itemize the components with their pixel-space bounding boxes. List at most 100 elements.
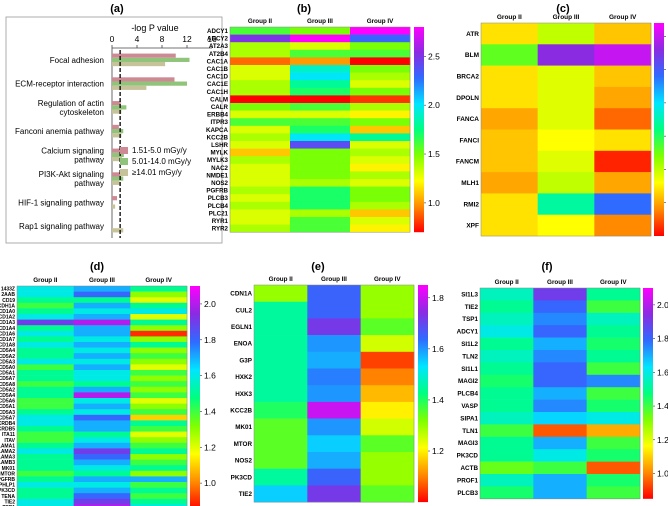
heatmap-cell	[130, 487, 188, 494]
row-label: VASP	[461, 403, 478, 410]
heatmap-frame	[480, 22, 652, 237]
heatmap-cell	[17, 493, 74, 500]
heatmap-cell	[254, 452, 308, 469]
heatmap-cell	[230, 179, 291, 187]
row-label: MLH1	[461, 180, 479, 187]
heatmap-cell	[17, 487, 74, 494]
heatmap-cell	[230, 148, 291, 157]
heatmap-cell	[73, 426, 131, 432]
row-label: CAC1E	[207, 81, 228, 88]
row-label: CD5A3	[0, 410, 15, 416]
heatmap-cell	[254, 301, 308, 319]
row-label: CD1A0	[0, 309, 15, 315]
heatmap-cell	[73, 325, 131, 332]
heatmap-cell	[290, 87, 351, 96]
heatmap-cell	[586, 300, 641, 314]
heatmap-cell	[290, 224, 351, 233]
row-label: TLN1	[462, 428, 478, 435]
row-label: ADCY2	[207, 36, 229, 43]
row-label: LAMB3	[0, 460, 15, 466]
heatmap-cell	[290, 103, 351, 111]
heatmap-cell	[17, 398, 74, 404]
heatmap-cell	[586, 362, 641, 376]
heatmap-cell	[130, 504, 188, 506]
row-label: TIE2	[465, 304, 479, 311]
heatmap-cell	[586, 399, 641, 413]
x-tick-label: 4	[135, 34, 140, 44]
heatmap-cell	[481, 193, 538, 215]
bar	[112, 176, 124, 181]
heatmap-cell	[17, 314, 74, 320]
colorbar-tick-label: 1.4	[432, 395, 444, 405]
heatmap-frame	[479, 287, 641, 500]
heatmap-cell	[73, 330, 131, 337]
bar	[112, 81, 187, 86]
heatmap-cell	[307, 435, 361, 453]
heatmap-cell	[480, 325, 534, 338]
row-label: SI1L2	[461, 341, 478, 348]
heatmap-cell	[17, 286, 74, 292]
heatmap-cell	[230, 65, 291, 73]
heatmap-cell	[290, 125, 351, 134]
row-label: CD1A4	[0, 326, 15, 332]
heatmap-cell	[290, 209, 351, 218]
heatmap-cell	[480, 399, 534, 413]
heatmap-cell	[533, 474, 587, 487]
row-label: TENA	[1, 494, 15, 500]
row-label: ADCY1	[457, 329, 479, 336]
heatmap-cell	[350, 110, 411, 119]
heatmap-cell	[290, 141, 351, 149]
heatmap-cell	[230, 87, 291, 96]
heatmap-cell	[533, 312, 587, 326]
heatmap-cell	[290, 27, 351, 35]
bar	[112, 61, 166, 67]
row-label: PGFRB	[0, 477, 15, 483]
row-label: CD5A4	[0, 348, 15, 354]
heatmap-cell	[130, 381, 188, 388]
panel-label-c: (c)	[556, 3, 570, 15]
row-label: CD1A8	[0, 343, 15, 349]
heatmap-cell	[17, 342, 74, 348]
row-label: PLCB3	[208, 195, 229, 202]
heatmap-cell	[230, 163, 291, 172]
column-label: Group III	[321, 276, 347, 283]
heatmap-cell	[73, 409, 131, 416]
row-label: ATR	[466, 31, 479, 38]
heatmap-cell	[537, 172, 595, 194]
heatmap-cell	[17, 498, 74, 505]
row-label: CRDB5	[0, 427, 15, 433]
row-label: FANCA	[457, 116, 480, 123]
row-label: XPF	[466, 223, 479, 230]
heatmap-cell	[537, 214, 595, 237]
row-label: NAC2	[211, 165, 228, 172]
heatmap-cell	[533, 424, 587, 438]
heatmap-cell	[130, 426, 188, 432]
heatmap-cell	[350, 27, 411, 35]
heatmap-cell	[17, 470, 74, 477]
heatmap-cell	[307, 351, 361, 369]
heatmap-cell	[537, 65, 595, 88]
row-label: SIPA1	[460, 415, 478, 422]
row-label: RYR1	[212, 218, 229, 225]
heatmap-cell	[254, 351, 308, 369]
heatmap-cell	[307, 285, 361, 302]
heatmap-cell	[17, 409, 74, 416]
heatmap-cell	[17, 414, 74, 421]
bar	[112, 105, 127, 110]
category-label: Calcium signaling pathway	[41, 146, 104, 164]
heatmap-cell	[290, 148, 351, 157]
heatmap-cell	[350, 201, 411, 210]
heatmap-cell	[130, 353, 188, 360]
row-label: CD5A1	[0, 371, 15, 377]
heatmap-cell	[230, 141, 291, 149]
colorbar-tick-label: 1.5	[428, 149, 440, 159]
row-label: MAGI3	[458, 440, 478, 447]
heatmap-cell	[130, 470, 188, 477]
heatmap-cell	[586, 288, 641, 301]
heatmap-cell	[130, 330, 188, 337]
row-label: MK01	[235, 424, 252, 431]
row-label: CD5A3	[0, 359, 15, 365]
row-label: RMI2	[463, 201, 479, 208]
heatmap-cell	[594, 108, 652, 130]
heatmap-cell	[73, 403, 131, 410]
